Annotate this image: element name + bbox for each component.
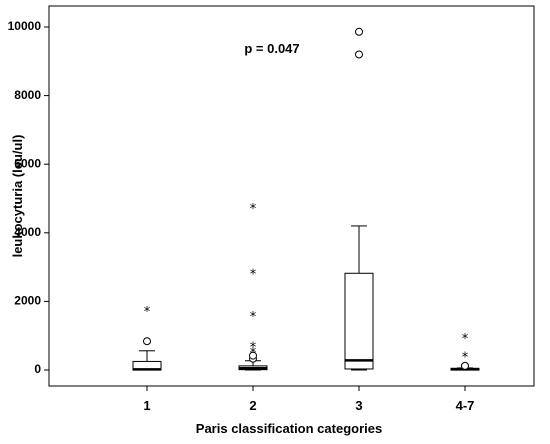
x-tick-label: 4-7 [456,398,475,413]
outlier-point [355,50,363,59]
y-axis-title: leukocyturia (leu/ul) [10,135,25,258]
x-axis-ticks: 1 2 3 4-7 [143,386,474,413]
box-2: ***** [238,202,268,371]
x-tick-label: 3 [355,398,362,413]
outlier-point [143,337,151,346]
box-3 [344,27,374,371]
extreme-point: * [250,341,257,356]
extreme-point: * [250,267,257,282]
extreme-point: * [462,332,469,347]
x-tick-label: 2 [249,398,256,413]
extreme-point: * [250,202,257,217]
y-tick-label: 6000 [14,156,41,170]
extreme-point: * [462,350,469,365]
y-tick-label: 8000 [14,88,41,102]
y-tick-label: 4000 [14,225,41,239]
x-axis-title: Paris classification categories [196,421,382,436]
outlier-point [461,361,469,370]
y-tick-label: 10000 [8,19,42,33]
p-value-annotation: p = 0.047 [244,41,299,56]
outlier-point [355,27,363,36]
extreme-point: * [250,310,257,325]
box-marks: ******** [132,27,480,371]
box-1: * [132,305,162,371]
iqr-box [344,272,374,370]
y-axis-ticks: 0 2000 4000 6000 8000 10000 [8,19,49,376]
extreme-point: * [144,305,151,320]
x-tick-label: 1 [143,398,150,413]
outlier-point [249,351,257,360]
y-tick-label: 0 [34,362,41,376]
box-4-7: ** [450,332,480,371]
plot-frame [48,5,535,387]
y-tick-label: 2000 [14,294,41,308]
extreme-point: * [250,346,257,361]
